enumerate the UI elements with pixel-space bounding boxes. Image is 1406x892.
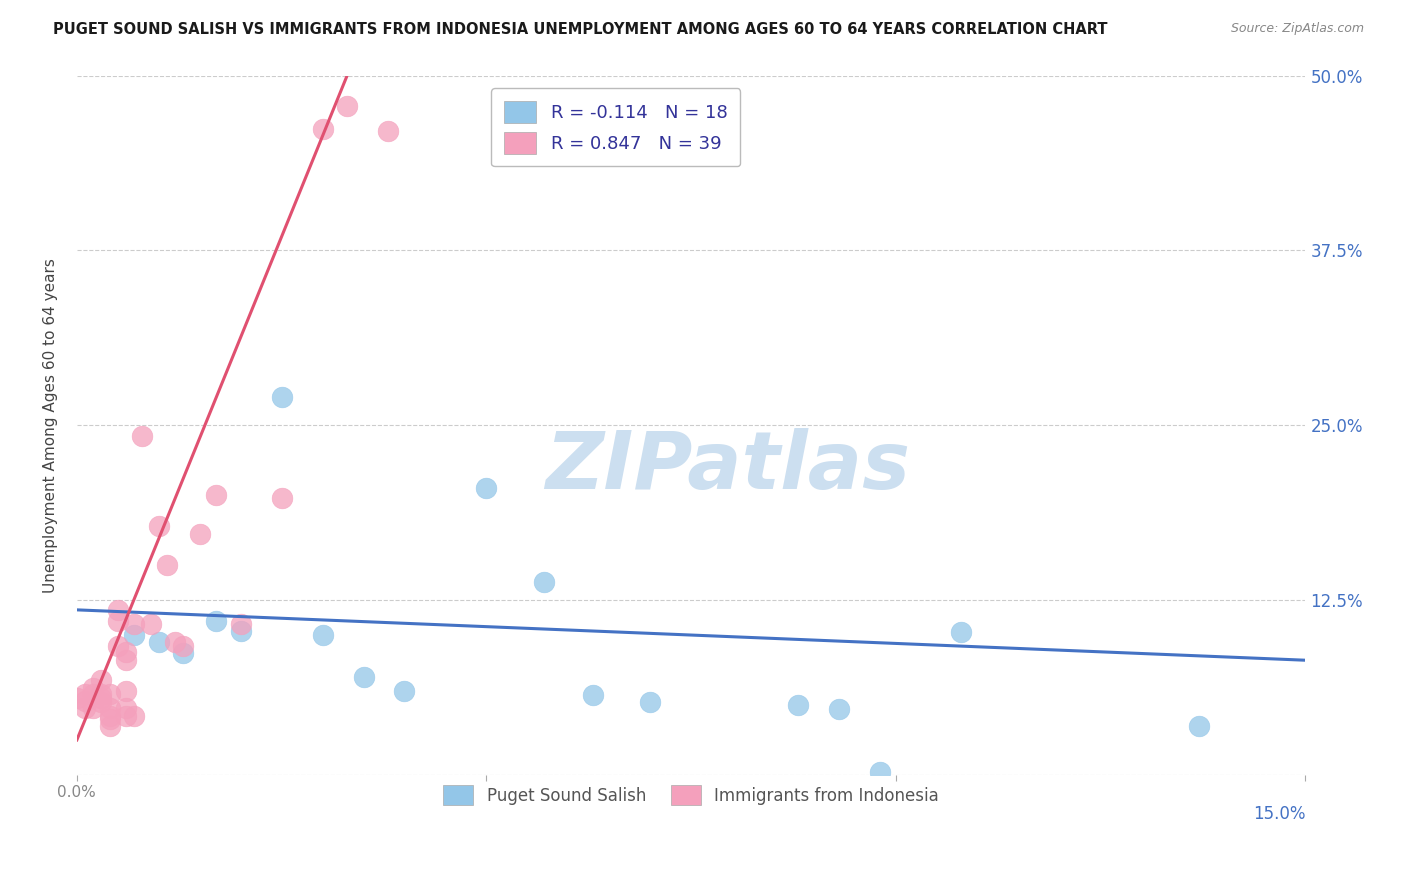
- Point: [311, 628, 333, 642]
- Point: [115, 709, 138, 723]
- Point: [311, 121, 333, 136]
- Point: [638, 695, 661, 709]
- Point: [148, 635, 170, 649]
- Point: [1188, 719, 1211, 733]
- Point: [115, 645, 138, 659]
- Point: [107, 639, 129, 653]
- Point: [66, 690, 89, 705]
- Point: [475, 481, 498, 495]
- Point: [98, 700, 121, 714]
- Point: [786, 698, 808, 712]
- Point: [115, 653, 138, 667]
- Point: [73, 700, 96, 714]
- Point: [131, 429, 153, 443]
- Point: [139, 616, 162, 631]
- Point: [82, 687, 104, 701]
- Point: [90, 673, 112, 687]
- Point: [270, 491, 292, 505]
- Point: [115, 684, 138, 698]
- Point: [107, 603, 129, 617]
- Point: [73, 687, 96, 701]
- Point: [172, 646, 194, 660]
- Point: [336, 99, 359, 113]
- Point: [165, 635, 187, 649]
- Point: [229, 624, 252, 638]
- Point: [148, 519, 170, 533]
- Point: [107, 614, 129, 628]
- Point: [270, 390, 292, 404]
- Point: [90, 690, 112, 705]
- Point: [582, 688, 605, 702]
- Point: [122, 616, 145, 631]
- Point: [172, 639, 194, 653]
- Point: [122, 709, 145, 723]
- Point: [377, 124, 399, 138]
- Text: 15.0%: 15.0%: [1253, 805, 1305, 823]
- Point: [353, 670, 375, 684]
- Point: [90, 695, 112, 709]
- Point: [827, 702, 849, 716]
- Point: [950, 625, 973, 640]
- Point: [122, 628, 145, 642]
- Point: [82, 700, 104, 714]
- Point: [115, 700, 138, 714]
- Point: [188, 527, 211, 541]
- Point: [98, 687, 121, 701]
- Point: [205, 614, 228, 628]
- Point: [533, 574, 555, 589]
- Point: [156, 558, 179, 573]
- Y-axis label: Unemployment Among Ages 60 to 64 years: Unemployment Among Ages 60 to 64 years: [44, 258, 58, 592]
- Point: [205, 488, 228, 502]
- Text: Source: ZipAtlas.com: Source: ZipAtlas.com: [1230, 22, 1364, 36]
- Text: PUGET SOUND SALISH VS IMMIGRANTS FROM INDONESIA UNEMPLOYMENT AMONG AGES 60 TO 64: PUGET SOUND SALISH VS IMMIGRANTS FROM IN…: [53, 22, 1108, 37]
- Point: [98, 709, 121, 723]
- Point: [229, 616, 252, 631]
- Point: [73, 694, 96, 708]
- Point: [98, 712, 121, 726]
- Text: ZIPatlas: ZIPatlas: [546, 428, 911, 506]
- Legend: Puget Sound Salish, Immigrants from Indonesia: Puget Sound Salish, Immigrants from Indo…: [437, 779, 946, 812]
- Point: [82, 681, 104, 696]
- Point: [90, 687, 112, 701]
- Point: [869, 765, 891, 780]
- Point: [394, 684, 416, 698]
- Point: [98, 719, 121, 733]
